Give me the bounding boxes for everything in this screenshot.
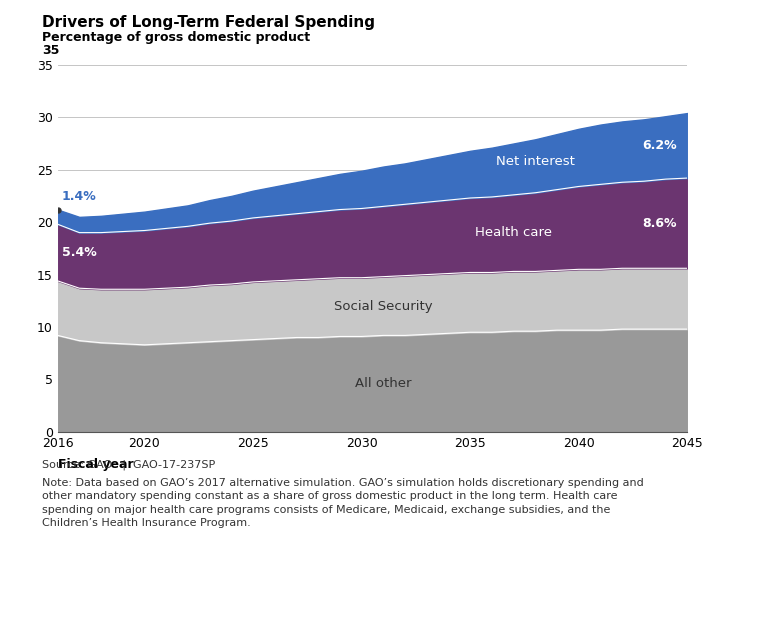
Text: Social Security: Social Security <box>334 299 432 313</box>
Text: All other: All other <box>355 377 412 390</box>
Text: Percentage of gross domestic product: Percentage of gross domestic product <box>42 31 310 44</box>
Text: 5.4%: 5.4% <box>62 246 97 259</box>
X-axis label: Fiscal year: Fiscal year <box>58 458 133 471</box>
Text: 1.4%: 1.4% <box>62 190 97 203</box>
Text: 6.2%: 6.2% <box>642 139 677 152</box>
Text: Health care: Health care <box>475 226 552 239</box>
Text: 35: 35 <box>42 44 60 57</box>
Text: Source: GAO.  |  GAO-17-237SP: Source: GAO. | GAO-17-237SP <box>42 460 216 470</box>
Text: 8.6%: 8.6% <box>642 217 677 230</box>
Text: Net interest: Net interest <box>496 155 574 168</box>
Text: Drivers of Long-Term Federal Spending: Drivers of Long-Term Federal Spending <box>42 15 376 30</box>
Text: Note: Data based on GAO’s 2017 alternative simulation. GAO’s simulation holds di: Note: Data based on GAO’s 2017 alternati… <box>42 478 644 528</box>
